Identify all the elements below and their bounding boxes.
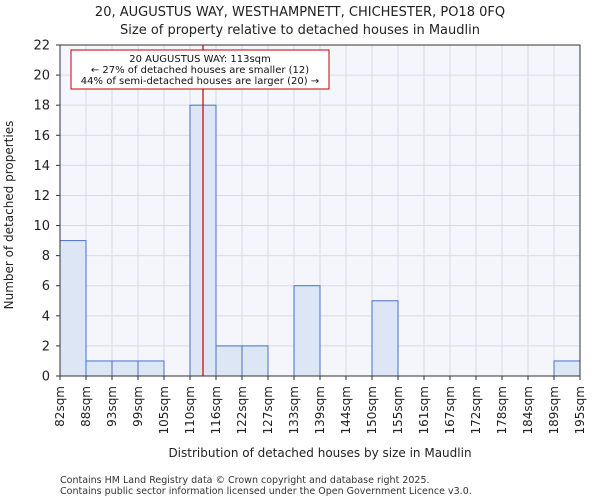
y-tick-label: 18 xyxy=(33,99,50,114)
y-axis-ticks: 0 2 4 6 8 10 12 14 16 18 20 22 xyxy=(33,39,60,385)
y-tick-label: 16 xyxy=(33,129,50,144)
x-tick-label-105sqm: 105sqm xyxy=(157,386,171,434)
annotation-line-2: ← 27% of detached houses are smaller (12… xyxy=(91,65,309,76)
x-tick-label-122sqm: 122sqm xyxy=(235,386,249,434)
bar-116sqm xyxy=(215,345,243,377)
x-axis-ticks: 82sqm 88sqm 93sqm 99sqm 105sqm 110sqm 116sqm 12… xyxy=(53,376,587,434)
chart-subtitle: Size of property relative to detached ho… xyxy=(120,23,480,38)
x-tick-label-172sqm: 172sqm xyxy=(469,386,483,434)
x-tick-label-167sqm: 167sqm xyxy=(443,386,457,434)
x-axis-label: Distribution of detached houses by size … xyxy=(168,446,471,460)
y-tick-label: 8 xyxy=(42,249,50,264)
x-tick-label-127sqm: 127sqm xyxy=(261,386,275,434)
x-tick-label-110sqm: 110sqm xyxy=(183,386,197,434)
y-axis-label: Number of detached properties xyxy=(2,121,16,310)
bar-88sqm xyxy=(85,360,113,377)
x-tick-label-155sqm: 155sqm xyxy=(391,386,405,434)
chart-title: 20, AUGUSTUS WAY, WESTHAMPNETT, CHICHEST… xyxy=(95,5,505,20)
y-tick-label: 2 xyxy=(42,339,50,354)
x-tick-label-178sqm: 178sqm xyxy=(495,386,509,434)
bar-99sqm xyxy=(137,360,165,377)
x-tick-label-139sqm: 139sqm xyxy=(313,386,327,434)
x-tick-label-93sqm: 93sqm xyxy=(105,386,119,427)
y-tick-label: 12 xyxy=(33,189,50,204)
y-tick-label: 4 xyxy=(42,309,50,324)
x-tick-label-195sqm: 195sqm xyxy=(573,386,587,434)
annotation-line-3: 44% of semi-detached houses are larger (… xyxy=(81,76,319,87)
y-tick-label: 0 xyxy=(42,370,50,385)
plot-frame xyxy=(59,44,581,377)
bar-133sqm xyxy=(293,285,321,377)
x-tick-label-82sqm: 82sqm xyxy=(53,386,67,427)
footer-line-2: Contains public sector information licen… xyxy=(60,486,472,497)
y-tick-label: 22 xyxy=(33,39,50,54)
x-tick-label-133sqm: 133sqm xyxy=(287,386,301,434)
y-tick-label: 20 xyxy=(33,69,50,84)
bar-122sqm xyxy=(241,345,269,377)
x-tick-label-150sqm: 150sqm xyxy=(365,386,379,434)
x-tick-label-116sqm: 116sqm xyxy=(209,386,223,434)
annotation-line-1: 20 AUGUSTUS WAY: 113sqm xyxy=(129,54,271,65)
bar-150sqm xyxy=(371,300,399,377)
y-tick-label: 14 xyxy=(33,159,50,174)
footer-line-1: Contains HM Land Registry data © Crown c… xyxy=(60,475,430,486)
y-tick-label: 6 xyxy=(42,279,50,294)
bar-93sqm xyxy=(111,360,139,377)
y-tick-label: 10 xyxy=(33,219,50,234)
x-tick-label-144sqm: 144sqm xyxy=(339,386,353,434)
x-tick-label-161sqm: 161sqm xyxy=(417,386,431,434)
bar-189sqm xyxy=(553,360,581,377)
x-tick-label-88sqm: 88sqm xyxy=(79,386,93,427)
x-tick-label-189sqm: 189sqm xyxy=(547,386,561,434)
bar-82sqm xyxy=(59,240,87,377)
annotation-box: 20 AUGUSTUS WAY: 113sqm ← 27% of detache… xyxy=(70,49,330,90)
x-tick-label-99sqm: 99sqm xyxy=(131,386,145,427)
x-tick-label-184sqm: 184sqm xyxy=(521,386,535,434)
